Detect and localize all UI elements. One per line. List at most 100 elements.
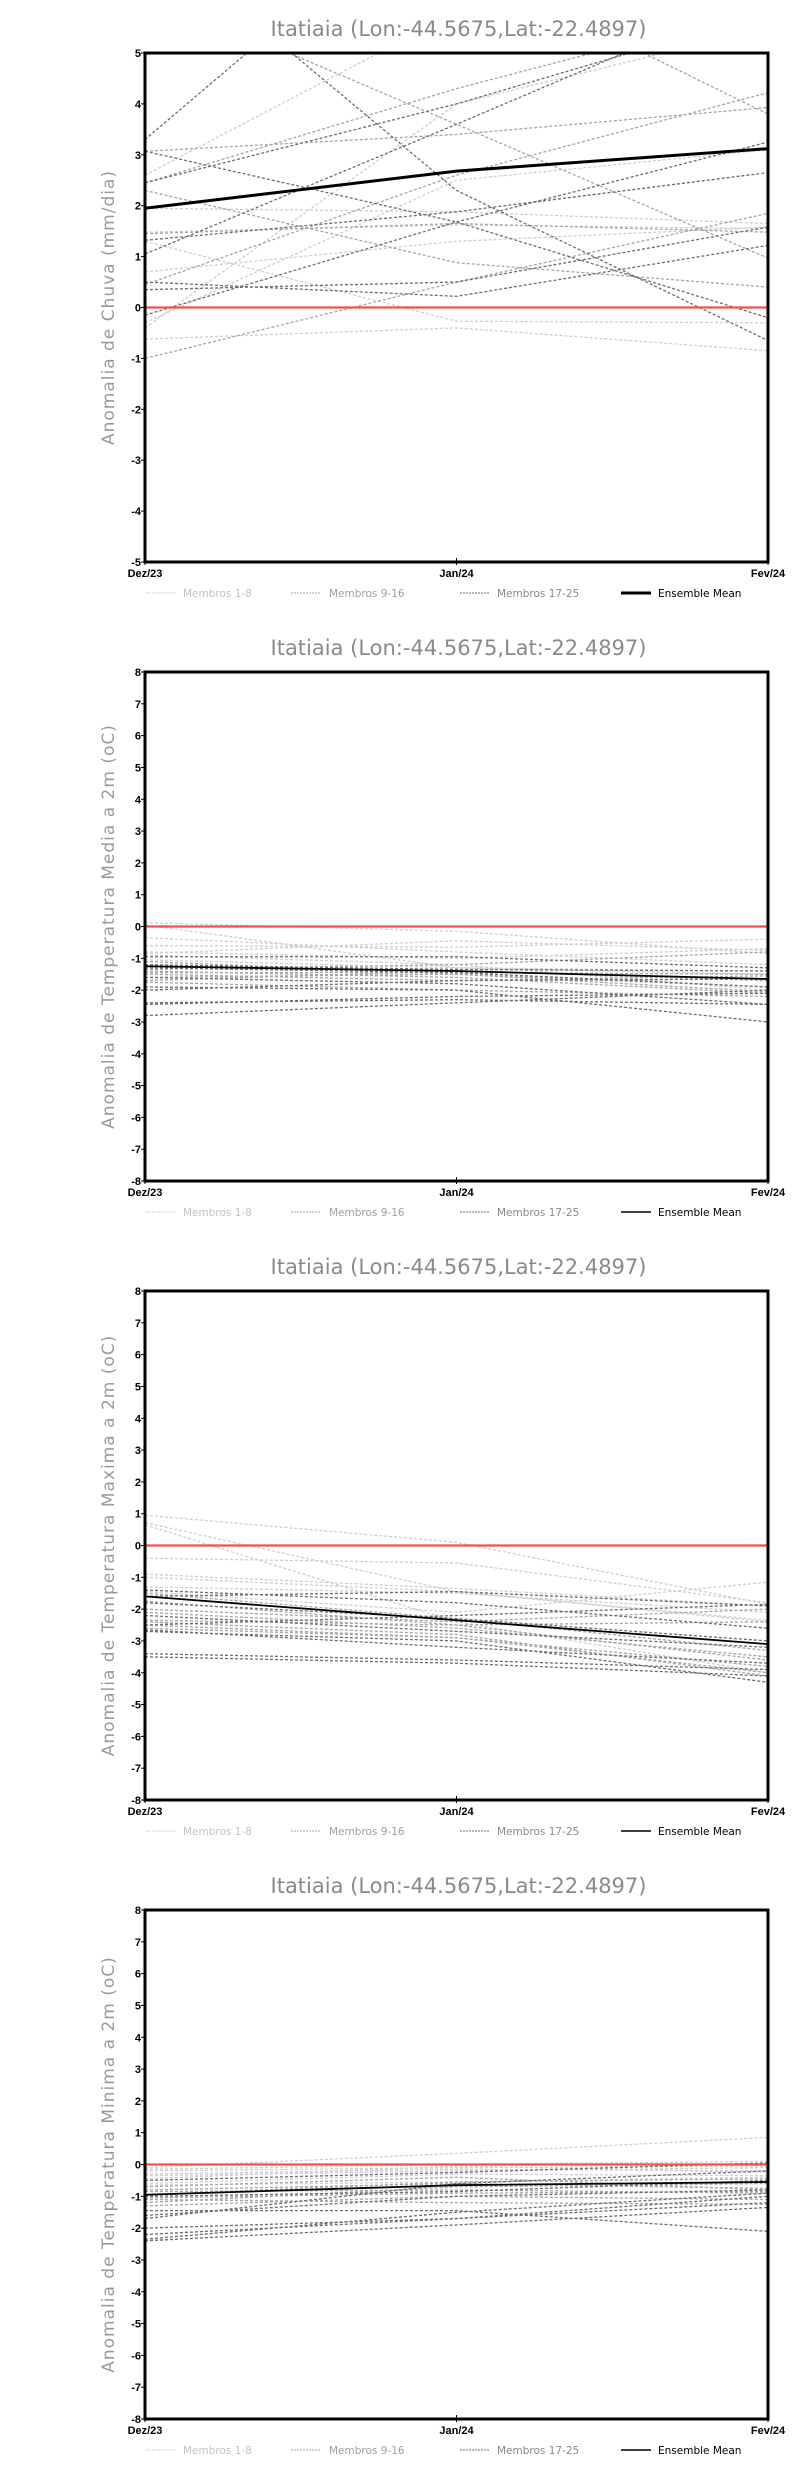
y-tick-label: -3	[131, 1017, 141, 1029]
member-line-12	[145, 1611, 768, 1658]
plot-lines	[145, 1514, 768, 1683]
legend: Membros 1-8 Membros 9-16 Membros 17-25 Ense…	[146, 2445, 741, 2457]
member-line-3	[145, 1524, 768, 1674]
x-tick-label: Jan/24	[439, 568, 474, 580]
legend-label: Membros 17-25	[497, 588, 579, 600]
member-line-21	[145, 150, 768, 319]
member-line-13	[145, 222, 768, 235]
y-tick-label: -3	[131, 1636, 141, 1648]
y-tick-label: 1	[135, 252, 141, 264]
legend-label: Ensemble Mean	[658, 1207, 741, 1219]
y-tick-label: -2	[131, 985, 141, 997]
member-line-2	[145, 207, 768, 225]
x-tick-label: Dez/23	[128, 1187, 163, 1199]
x-tick-label: Fev/24	[751, 568, 786, 580]
chart-panel-2: Itatiaia (Lon:-44.5675,Lat:-22.4897) Anom…	[99, 636, 786, 1219]
y-tick-label: -4	[131, 2287, 142, 2299]
y-tick-label: -7	[131, 2382, 141, 2394]
y-tick-label: 6	[135, 731, 141, 743]
member-line-6	[145, 240, 768, 324]
ensemble-mean-line	[145, 147, 768, 210]
member-line-19	[145, 53, 632, 184]
legend-label: Membros 9-16	[329, 1207, 405, 1219]
y-tick-label: 8	[135, 667, 141, 679]
member-line-23	[145, 2162, 768, 2182]
member-line-21	[145, 989, 768, 1017]
y-tick-label: -6	[131, 1731, 141, 1743]
member-line-25	[145, 226, 768, 291]
member-line-4	[145, 938, 768, 948]
y-tick-label: 0	[135, 2160, 141, 2172]
member-line-14	[145, 2198, 768, 2205]
member-line-4	[145, 149, 768, 324]
member-line-11	[145, 212, 768, 360]
y-tick-label: 0	[135, 922, 141, 934]
member-line-20	[145, 992, 768, 1006]
member-line-4	[145, 2168, 768, 2175]
y-tick-label: -1	[131, 2191, 141, 2203]
chart-panel-4: Itatiaia (Lon:-44.5675,Lat:-22.4897) Anom…	[99, 1874, 786, 2457]
y-tick-label: -4	[131, 1668, 142, 1680]
ensemble-mean-line	[145, 1595, 768, 1646]
member-line-3	[145, 936, 768, 966]
member-line-20	[145, 1602, 768, 1642]
x-tick-label: Fev/24	[751, 1806, 786, 1818]
member-line-7	[145, 327, 768, 352]
member-line-25	[145, 964, 768, 972]
y-tick-label: -2	[131, 1604, 141, 1616]
ensemble-mean-line	[145, 2181, 768, 2196]
y-tick-label: -3	[131, 455, 141, 467]
member-line-5	[145, 224, 768, 233]
y-tick-label: 7	[135, 699, 141, 711]
member-line-22	[145, 967, 768, 988]
member-line-21	[145, 1614, 768, 1648]
member-line-6	[145, 940, 768, 955]
member-line-18	[145, 978, 768, 991]
legend-label: Membros 17-25	[497, 2445, 579, 2457]
member-line-2	[145, 924, 768, 975]
legend-label: Membros 1-8	[183, 588, 252, 600]
member-line-21	[145, 2202, 768, 2236]
legend-label: Ensemble Mean	[658, 1826, 741, 1838]
member-line-23	[145, 1603, 768, 1626]
y-tick-label: 7	[135, 1318, 141, 1330]
y-tick-label: 5	[135, 1381, 141, 1393]
y-tick-label: 2	[135, 858, 141, 870]
y-tick-label: 4	[135, 2032, 142, 2044]
y-tick-label: 4	[135, 99, 142, 111]
x-tick-label: Dez/23	[128, 568, 163, 580]
chart-title: Itatiaia (Lon:-44.5675,Lat:-22.4897)	[271, 1874, 647, 1898]
member-line-16	[145, 1627, 768, 1674]
x-tick-label: Dez/23	[128, 1806, 163, 1818]
member-line-18	[145, 1653, 768, 1671]
y-tick-label: -2	[131, 2223, 141, 2235]
member-line-22	[145, 1589, 768, 1629]
member-line-8	[145, 53, 667, 329]
member-line-19	[145, 999, 768, 1006]
y-tick-label: -6	[131, 2350, 141, 2362]
member-line-6	[145, 2165, 768, 2180]
y-tick-label: -1	[131, 1572, 141, 1584]
y-tick-label: 5	[135, 2000, 141, 2012]
member-line-18	[290, 53, 768, 342]
y-tick-label: 2	[135, 201, 141, 213]
member-line-24	[145, 141, 768, 316]
y-tick-label: 4	[135, 1413, 142, 1425]
x-tick-label: Fev/24	[751, 2425, 786, 2437]
member-line-5	[145, 948, 768, 959]
y-tick-label: 4	[135, 794, 142, 806]
y-tick-label: -8	[131, 1176, 141, 1188]
member-line-17	[145, 986, 768, 1023]
member-line-1	[145, 2136, 768, 2169]
member-line-17	[145, 1630, 768, 1683]
y-tick-label: 6	[135, 1350, 141, 1362]
member-line-1	[145, 53, 381, 176]
member-line-23	[145, 956, 768, 969]
member-line-5	[145, 1581, 768, 1613]
y-tick-label: 3	[135, 150, 141, 162]
legend-label: Membros 9-16	[329, 2445, 405, 2457]
y-tick-label: 3	[135, 826, 141, 838]
member-line-5	[145, 2167, 768, 2177]
y-tick-label: -5	[131, 557, 141, 569]
